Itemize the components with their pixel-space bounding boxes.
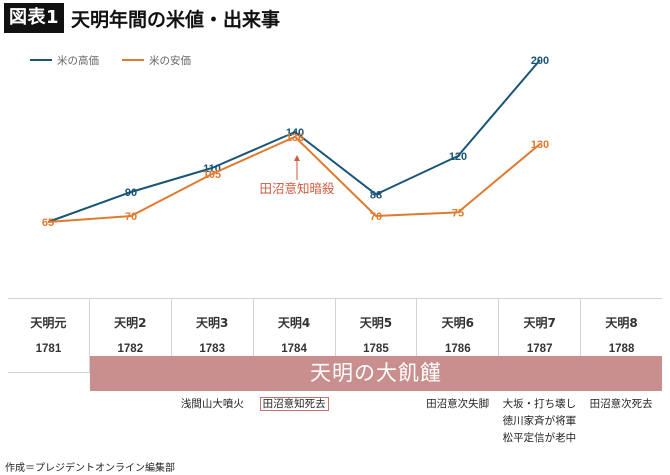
event-item: 田沼意知死去 (253, 396, 335, 413)
era-name: 天明8 (605, 316, 638, 330)
event-cell (8, 396, 90, 456)
year-label: 1786 (445, 343, 471, 355)
events-row: 浅間山大噴火 田沼意知死去 田沼意次失脚 大坂・打ち壊し 徳川家斉が将軍 松平定信が老中田… (8, 396, 662, 456)
annotation-text: 田沼意知暗殺 (259, 181, 335, 196)
timeline-cell: 天明5 1785 (334, 299, 417, 372)
event-text: 徳川家斉が将軍 (502, 415, 577, 427)
annotation-arrow-head (294, 155, 300, 161)
credit-footer: 作成＝プレジデントオンライン編集部 (5, 463, 175, 474)
event-text: 大坂・打ち壊し (502, 398, 577, 410)
timeline-cell: 天明7 1787 (498, 299, 580, 372)
timeline-table: 天明元 1781 天明2 1782 天明3 1783 天明4 1784 天明5 1785 天明6 17… (8, 298, 662, 373)
year-label: 1781 (35, 343, 62, 355)
data-label-low-4: 70 (370, 211, 382, 223)
year-label: 1785 (363, 343, 389, 355)
timeline-cell: 天明元 1781 (8, 299, 89, 372)
legend-label-0: 米の高価 (57, 54, 99, 67)
legend-label-1: 米の安価 (149, 54, 191, 67)
data-label-low-6: 130 (531, 139, 549, 151)
figure-header: 図表1 天明年間の米値・出来事 (4, 3, 280, 33)
data-label-high-3: 140 (286, 127, 304, 139)
era-name: 天明6 (441, 316, 474, 330)
event-item: 松平定信が老中 (499, 430, 581, 447)
event-cell (335, 396, 417, 456)
event-cell (90, 396, 172, 456)
era-name: 天明5 (359, 316, 393, 330)
data-label-high-4: 88 (370, 189, 382, 201)
famine-bar: 天明の大飢饉 (90, 356, 662, 391)
event-text: 田沼意次失脚 (426, 398, 490, 410)
era-name: 天明元 (30, 316, 67, 330)
era-name: 天明2 (114, 316, 147, 330)
event-cell: 田沼意知死去 (253, 396, 335, 456)
era-name: 天明4 (277, 316, 311, 330)
event-text: 松平定信が老中 (502, 432, 577, 444)
event-text: 田沼意次死去 (589, 398, 653, 410)
series-line-1 (47, 135, 541, 223)
data-label-low-1: 70 (125, 211, 137, 223)
event-cell: 田沼意次死去 (580, 396, 662, 456)
timeline-cell: 天明6 1786 (416, 299, 498, 372)
timeline-cell: 天明3 1783 (170, 299, 253, 372)
year-label: 1782 (117, 343, 144, 355)
data-label-low-5: 75 (452, 207, 464, 219)
event-text: 田沼意知死去 (259, 397, 329, 411)
chart-title: 天明年間の米値・出来事 (71, 8, 281, 31)
event-item: 徳川家斉が将軍 (499, 413, 581, 430)
data-label-low-0: 65 (42, 217, 54, 229)
data-label-high-5: 120 (449, 151, 467, 163)
data-label-low-2: 105 (203, 169, 221, 181)
timeline-cell: 天明2 1782 (88, 299, 171, 372)
event-item: 田沼意次死去 (580, 396, 662, 413)
data-label-low-3: 136 (286, 132, 304, 144)
timeline-cell: 天明4 1784 (252, 299, 335, 372)
data-label-high-1: 90 (125, 187, 137, 199)
event-item: 浅間山大噴火 (172, 396, 254, 413)
event-item: 田沼意次失脚 (417, 396, 499, 413)
event-cell: 浅間山大噴火 (172, 396, 254, 456)
year-label: 1784 (281, 343, 307, 355)
event-text: 浅間山大噴火 (180, 398, 244, 410)
figure-badge: 図表1 (4, 3, 65, 33)
event-cell: 大坂・打ち壊し 徳川家斉が将軍 松平定信が老中 (499, 396, 581, 456)
data-label-high-6: 200 (531, 55, 549, 67)
era-name: 天明3 (196, 316, 229, 330)
era-name: 天明7 (523, 316, 556, 330)
event-cell: 田沼意次失脚 (417, 396, 499, 456)
series-line-0 (47, 59, 541, 223)
year-label: 1783 (199, 343, 225, 355)
timeline-cell: 天明8 1788 (580, 299, 662, 372)
year-label: 1788 (608, 343, 635, 355)
event-item: 大坂・打ち壊し (499, 396, 581, 413)
year-label: 1787 (526, 343, 553, 355)
